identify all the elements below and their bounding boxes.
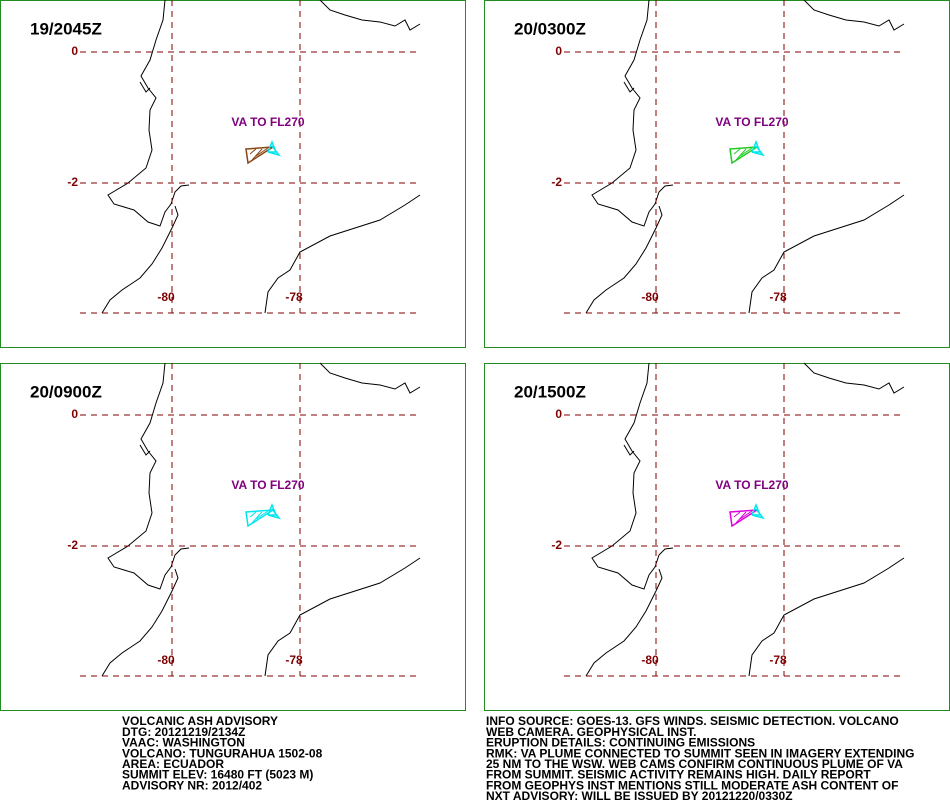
lon-label: -80 xyxy=(641,290,659,304)
advisory-line: RMK: VA PLUME CONNECTED TO SUMMIT SEEN I… xyxy=(486,746,914,760)
lat-label: 0 xyxy=(71,407,78,421)
advisory-line: INFO SOURCE: GOES-13. GFS WINDS. SEISMIC… xyxy=(486,714,899,728)
valid-time: 20/1500Z xyxy=(514,382,586,401)
plume-hatch xyxy=(735,511,747,524)
lat-label: -2 xyxy=(67,538,78,552)
volcano-marker xyxy=(751,502,765,520)
map-panel: 20/1500Z 0 -2 -80 -78 VA TO FL270 xyxy=(484,362,950,711)
volcano-marker xyxy=(267,502,281,520)
valid-time: 20/0300Z xyxy=(514,19,586,38)
plume-hatch xyxy=(255,510,269,520)
plume-hatch xyxy=(739,147,753,157)
advisory-line: VOLCANO: TUNGURAHUA 1502-08 xyxy=(122,746,323,760)
plume-annotation: VA TO FL270 xyxy=(715,478,788,492)
plume-annotation: VA TO FL270 xyxy=(231,478,304,492)
advisory-line: FROM SUMMIT. SEISMIC ACTIVITY REMAINS HI… xyxy=(486,768,871,782)
advisory-line: VOLCANIC ASH ADVISORY xyxy=(122,714,278,728)
volcano-marker xyxy=(267,139,281,157)
advisory-line: ADVISORY NR: 2012/402 xyxy=(122,778,262,792)
plume-hatch xyxy=(249,511,257,518)
valid-time: 20/0900Z xyxy=(30,382,102,401)
plume-hatch xyxy=(251,511,263,524)
advisory-line: 25 NM TO THE WSW. WEB CAMS CONFIRM CONTI… xyxy=(486,757,903,771)
advisory-line: AREA: ECUADOR xyxy=(122,757,224,771)
ash-plume xyxy=(729,146,758,165)
lon-label: -78 xyxy=(285,290,303,304)
plume-hatch xyxy=(739,510,753,520)
advisory-line: WEB CAMERA. GEOPHYSICAL INST. xyxy=(486,725,696,739)
plume-hatch xyxy=(255,147,269,157)
advisory-line: VAAC: WASHINGTON xyxy=(122,736,245,750)
lat-label: -2 xyxy=(551,175,562,189)
panel-border xyxy=(484,363,950,711)
volcano-marker xyxy=(751,139,765,157)
lat-label: 0 xyxy=(71,44,78,58)
panel-border xyxy=(0,0,466,348)
plume-hatch xyxy=(733,148,741,155)
advisory-line: DTG: 20121219/2134Z xyxy=(122,725,245,739)
plume-hatch xyxy=(733,511,741,518)
panel-border xyxy=(484,0,950,348)
valid-time: 19/2045Z xyxy=(30,19,102,38)
map-panel: 20/0300Z 0 -2 -80 -78 VA TO FL270 xyxy=(484,0,950,348)
lon-label: -78 xyxy=(769,653,787,667)
lon-label: -78 xyxy=(285,653,303,667)
map-panel: 19/2045Z 0 -2 -80 -78 VA TO FL270 xyxy=(0,0,466,348)
lon-label: -80 xyxy=(641,653,659,667)
lon-label: -78 xyxy=(769,290,787,304)
advisory-line: NXT ADVISORY: WILL BE ISSUED BY 20121220… xyxy=(486,789,793,803)
ash-plume xyxy=(245,509,274,528)
lat-label: -2 xyxy=(551,538,562,552)
plume-hatch xyxy=(251,148,263,161)
lat-label: -2 xyxy=(67,175,78,189)
ash-plume xyxy=(245,146,274,165)
advisory-line: ERUPTION DETAILS: CONTINUING EMISSIONS xyxy=(486,736,755,750)
plume-annotation: VA TO FL270 xyxy=(231,115,304,129)
lat-label: 0 xyxy=(555,407,562,421)
map-panel: 20/0900Z 0 -2 -80 -78 VA TO FL270 xyxy=(0,362,466,711)
plume-annotation: VA TO FL270 xyxy=(715,115,788,129)
lon-label: -80 xyxy=(157,653,175,667)
plume-hatch xyxy=(249,148,257,155)
ash-plume xyxy=(729,509,758,528)
advisory-line: FROM GEOPHYS INST MENTIONS STILL MODERAT… xyxy=(486,778,898,792)
lon-label: -80 xyxy=(157,290,175,304)
lat-label: 0 xyxy=(555,44,562,58)
plume-hatch xyxy=(735,148,747,161)
advisory-line: SUMMIT ELEV: 16480 FT (5023 M) xyxy=(122,768,313,782)
panel-border xyxy=(0,363,466,711)
